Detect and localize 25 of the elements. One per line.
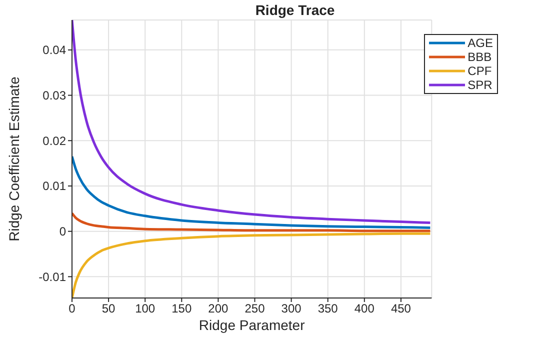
- y-tick-label: 0.04: [42, 43, 66, 58]
- y-axis-title: Ridge Coefficient Estimate: [6, 76, 22, 242]
- x-tick-label: 450: [390, 302, 412, 316]
- line-series: [72, 155, 432, 229]
- y-tick-label: 0.01: [42, 179, 66, 194]
- legend-label: AGE: [468, 36, 493, 50]
- x-axis-title: Ridge Parameter: [198, 317, 306, 333]
- x-tick-label: 100: [135, 302, 156, 316]
- y-tick-label: 0.03: [42, 88, 66, 103]
- x-tick-label: 300: [281, 302, 302, 316]
- line-series: [72, 212, 432, 232]
- y-tick-label: 0: [59, 224, 66, 239]
- x-tick-label: 250: [244, 302, 266, 316]
- legend-label: BBB: [468, 50, 492, 64]
- chart-title: Ridge Trace: [254, 2, 336, 18]
- x-tick-label: 150: [172, 302, 192, 316]
- x-tick-label: 0: [68, 302, 76, 316]
- x-tick-label: 400: [354, 302, 375, 316]
- legend-label: CPF: [468, 64, 492, 78]
- x-tick-label: 350: [318, 302, 338, 316]
- legend-label: SPR: [468, 78, 492, 92]
- x-tick-label: 50: [102, 302, 116, 316]
- y-tick-label: -0.01: [38, 270, 66, 284]
- y-tick-label: 0.02: [42, 134, 66, 148]
- x-tick-label: 200: [208, 302, 229, 316]
